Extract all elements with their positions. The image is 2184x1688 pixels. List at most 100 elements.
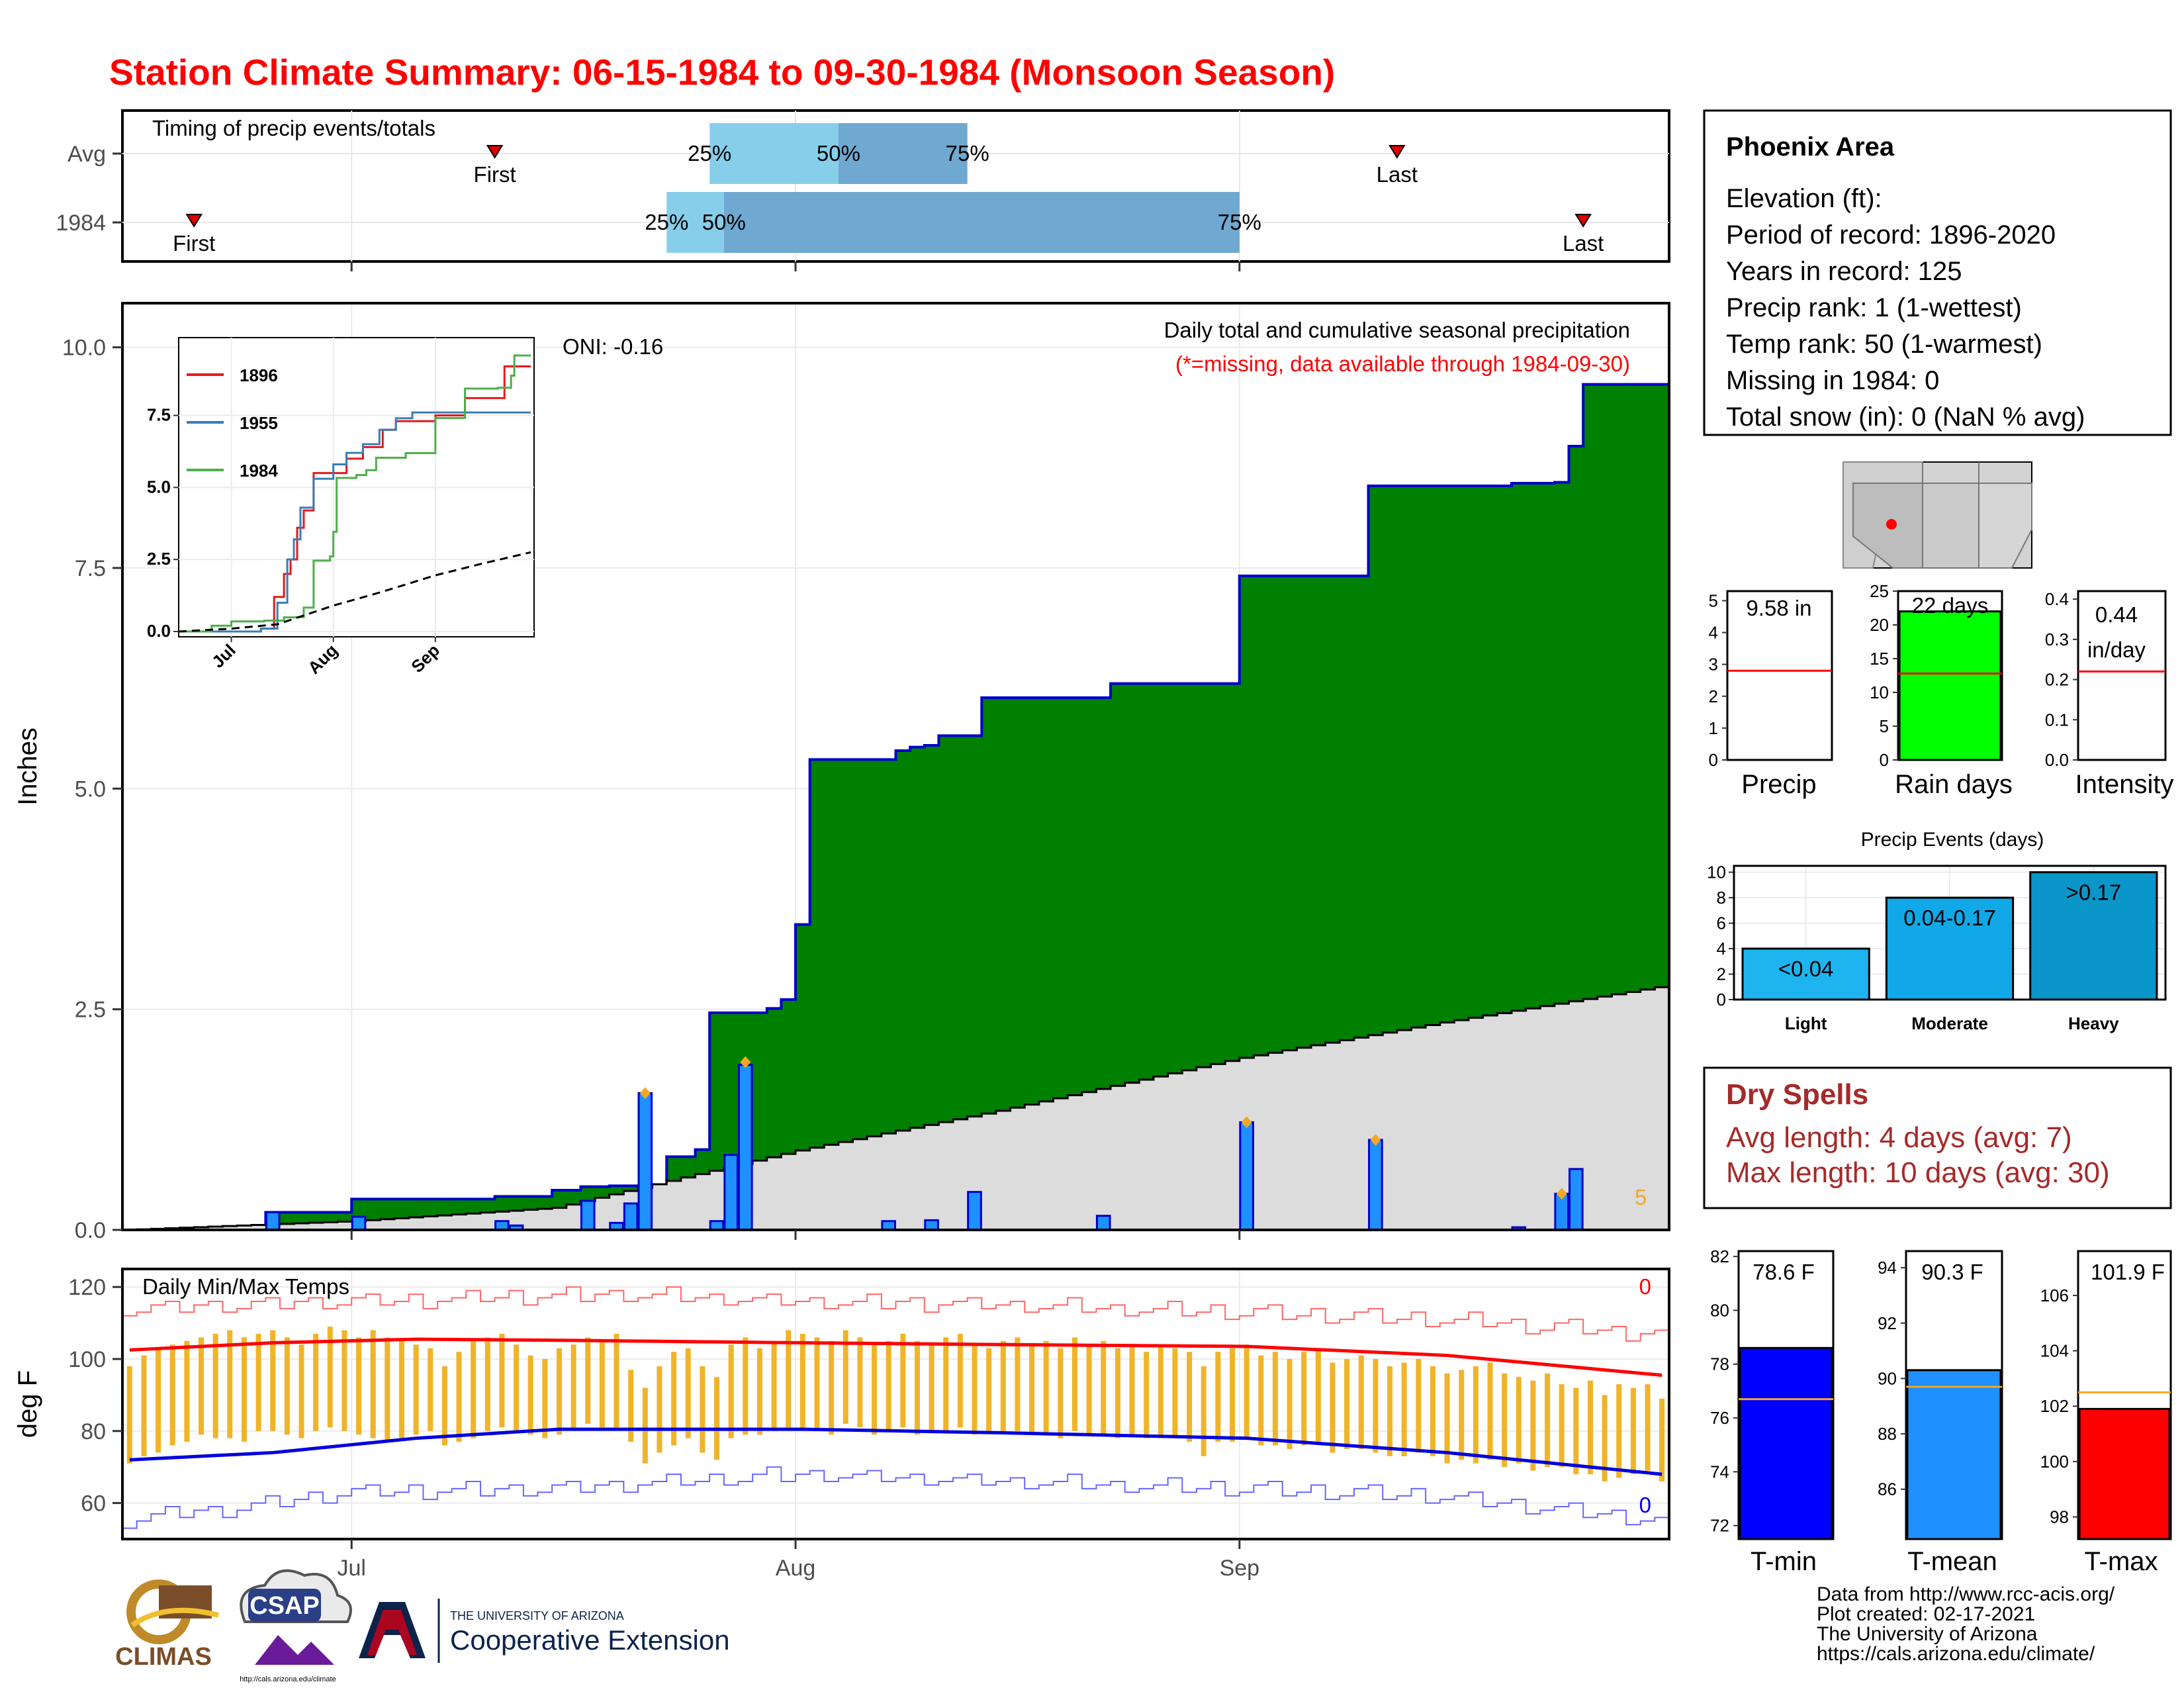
daily-temp-bar [514, 1344, 520, 1431]
precip-y-axis: 0.0 2.5 5.0 7.5 10.0 [62, 336, 1241, 1243]
events-bar-heavy [2029, 871, 2158, 1001]
events-ytick-label: 6 [1717, 914, 1726, 933]
daily-temp-bar [126, 1366, 132, 1464]
events-xtick-label-heavy: Heavy [2068, 1013, 2119, 1033]
missing-data-marker [1241, 1116, 1252, 1129]
dry-spells-max-length: Max length: 10 days (avg: 30) [1726, 1156, 2110, 1189]
daily-temp-bar [327, 1327, 333, 1428]
timing-row-label-1984: 1984 [56, 211, 106, 236]
min-missing-count: 0 [1639, 1493, 1651, 1517]
tb-tmax-ytick-label: 102 [2040, 1396, 2069, 1416]
record-max-line [122, 1286, 1669, 1342]
temp-ytick-label: 80 [81, 1419, 106, 1444]
daily-temp-bar [1115, 1348, 1120, 1438]
daily-temp-bar [1043, 1340, 1049, 1435]
tb-tmax-ytick-label: 100 [2040, 1452, 2069, 1472]
daily-temp-bar [255, 1333, 261, 1431]
daily-temp-bar [471, 1340, 477, 1438]
temp-xtick-label: Sep [1220, 1556, 1260, 1581]
precip-panel-frame [121, 302, 1670, 1231]
tb-tmean-ytick-label: 86 [1878, 1479, 1897, 1499]
missing-data-marker [639, 1087, 651, 1100]
daily-temp-bar [1158, 1344, 1163, 1438]
daily-temp-bar [1416, 1359, 1422, 1453]
tb-tmin-value-bar [1739, 1346, 1833, 1540]
mini-intensity-ytick-label: 0.2 [2045, 670, 2069, 690]
station-elevation: Elevation (ft): [1726, 184, 1882, 213]
dry-spells-title: Dry Spells [1726, 1078, 1868, 1111]
daily-temp-bar [1187, 1352, 1193, 1442]
daily-temp-bar [1129, 1344, 1135, 1435]
daily-temp-bar [1000, 1340, 1006, 1431]
mini-precip-ytick-label: 2 [1709, 686, 1718, 706]
inset-gridlines [179, 338, 534, 637]
daily-temp-bar [484, 1337, 490, 1431]
timing-p75-label-1984: 75% [1218, 210, 1261, 234]
total-snow: Total snow (in): 0 (NaN % avg) [1726, 402, 2085, 432]
daily-temp-bar [814, 1337, 820, 1431]
tb-tmin-ytick-label: 82 [1710, 1246, 1729, 1266]
temp-rank: Temp rank: 50 (1-warmest) [1726, 330, 2042, 359]
temp-ytick-label: 120 [68, 1275, 106, 1300]
climas-logo-text: CLIMAS [115, 1643, 212, 1671]
timing-p75-label-Avg: 75% [946, 141, 989, 165]
daily-temp-bar [842, 1330, 848, 1424]
timing-p25-label-Avg: 25% [688, 141, 731, 165]
events-ytick-label: 0 [1717, 990, 1726, 1009]
daily-temp-bar [398, 1340, 404, 1438]
temp-ytick-label: 60 [81, 1491, 106, 1517]
timing-p25-label-1984: 25% [645, 210, 688, 234]
tb-tmin-ytick-label: 78 [1710, 1354, 1729, 1374]
precip-total-chart: Precip 9.58 in 0 1 2 3 4 5 [1709, 590, 1833, 799]
tmin-label: T-min [1751, 1547, 1817, 1576]
inset-series-lines [178, 354, 531, 633]
intensity-value: 0.44 [2095, 602, 2138, 627]
rain-days-label: Rain days [1895, 770, 2013, 799]
tmean-summary-chart: T-mean 90.3 F 86 88 90 92 94 [1878, 1250, 2003, 1576]
precip-ytick-label: 5.0 [75, 776, 106, 802]
daily-temp-bar [428, 1348, 433, 1431]
precip-chart-subtitle: (*=missing, data available through 1984-… [1175, 352, 1630, 376]
missing-data-markers [639, 1056, 1567, 1200]
mini-intensity-frame [2077, 590, 2167, 761]
daily-temp-bar [1516, 1377, 1522, 1464]
tb-tmin-ytick-label: 76 [1710, 1408, 1729, 1428]
temp-panel: 60 80 100 120 Jul Aug Sep Daily Min/Max Temps… [13, 1268, 1670, 1581]
daily-temp-bar [685, 1348, 691, 1438]
daily-temp-bar [284, 1337, 290, 1435]
tb-tmax-ytick-label: 98 [2050, 1507, 2069, 1527]
daily-temp-bar [914, 1340, 920, 1435]
timing-p50-label-Avg: 50% [817, 141, 860, 165]
tb-tmean-ytick-label: 88 [1878, 1424, 1897, 1444]
daily-temp-range-bars [126, 1327, 1665, 1481]
mini-precip-ytick-label: 4 [1709, 623, 1718, 643]
daily-precip-bar [580, 1199, 596, 1231]
daily-temp-bar [1344, 1359, 1350, 1449]
daily-precip-bar [1239, 1121, 1254, 1231]
events-bar-light [1741, 947, 1870, 1001]
timing-bar-q1-Avg [709, 123, 839, 184]
daily-temp-bar [1587, 1380, 1593, 1475]
tmax-value: 101.9 F [2091, 1260, 2165, 1284]
climas-logo: CLIMAS [115, 1579, 219, 1671]
precip-total-value: 9.58 in [1746, 596, 1811, 620]
daily-temp-bar [829, 1340, 835, 1435]
daily-temp-bar [1230, 1348, 1236, 1442]
missing-data-marker [1556, 1188, 1567, 1200]
daily-temp-bar [599, 1340, 605, 1428]
daily-temp-bar [499, 1333, 505, 1428]
daily-temp-bar [1144, 1352, 1150, 1438]
daily-temp-bar [356, 1337, 362, 1435]
daily-temp-bar [1473, 1366, 1479, 1464]
mini-raindays-ytick-label: 0 [1880, 750, 1889, 770]
daily-precip-bar [1095, 1215, 1111, 1231]
inset-ytick-label: 5.0 [147, 477, 171, 496]
precip-ytick-label: 7.5 [75, 556, 106, 581]
events-xtick-label-light: Light [1785, 1013, 1827, 1033]
timing-bar-q1-1984 [666, 192, 724, 253]
daily-temp-bar [527, 1355, 533, 1435]
mini-raindays-ytick-label: 5 [1880, 716, 1889, 736]
timing-panel: 25% 50% 75% First Last 25% 50% 75% First Last Tim… [56, 109, 1670, 271]
missing-data-marker [1370, 1134, 1381, 1146]
temp-ytick-label: 100 [68, 1347, 106, 1372]
